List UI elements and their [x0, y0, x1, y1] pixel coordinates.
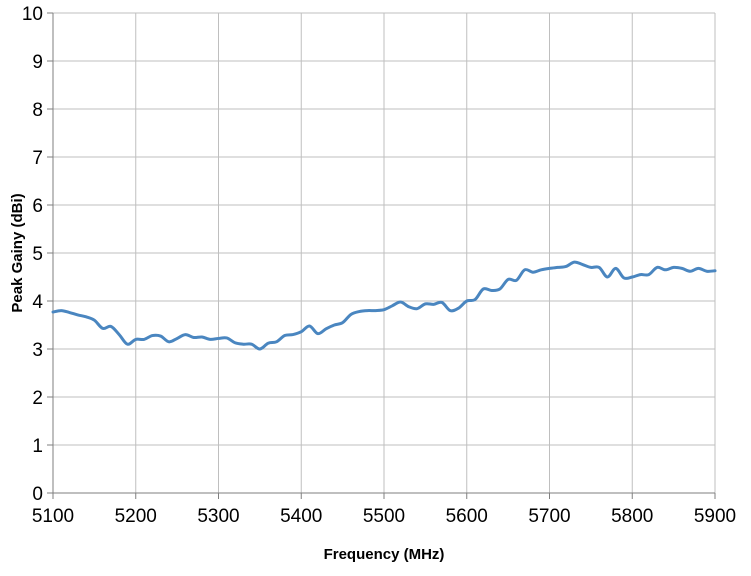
y-tick-label-8: 8	[32, 100, 43, 121]
label-layer: 0 1 2 3 4 5 6 7 8 9 10 5100 5200 5300 5400 5500 5600 5700…	[22, 4, 736, 527]
axis-layer	[47, 12, 716, 499]
x-tick-label-5800: 5800	[611, 506, 653, 527]
x-tick-label-5300: 5300	[197, 506, 239, 527]
x-tick-label-5400: 5400	[280, 506, 322, 527]
y-tick-label-9: 9	[32, 52, 43, 73]
y-tick-label-5: 5	[32, 244, 43, 265]
y-tick-label-7: 7	[32, 148, 43, 169]
y-tick-label-4: 4	[32, 292, 43, 313]
series-layer	[51, 260, 717, 351]
y-tick-label-3: 3	[32, 340, 43, 361]
y-tick-label-6: 6	[32, 196, 43, 217]
y-tick-label-0: 0	[32, 484, 43, 505]
grid-layer	[53, 12, 716, 493]
x-tick-label-5500: 5500	[363, 506, 405, 527]
x-tick-label-5200: 5200	[115, 506, 157, 527]
x-tick-label-5900: 5900	[694, 506, 736, 527]
x-tick-label-5100: 5100	[32, 506, 74, 527]
y-axis-title: Peak Gainy (dBi)	[9, 193, 26, 312]
y-tick-label-10: 10	[22, 4, 43, 25]
y-tick-label-1: 1	[32, 436, 43, 457]
series-line-0	[51, 260, 717, 351]
x-tick-label-5700: 5700	[528, 506, 570, 527]
x-axis-title: Frequency (MHz)	[324, 546, 445, 563]
x-tick-label-5600: 5600	[446, 506, 488, 527]
y-tick-label-2: 2	[32, 388, 43, 409]
